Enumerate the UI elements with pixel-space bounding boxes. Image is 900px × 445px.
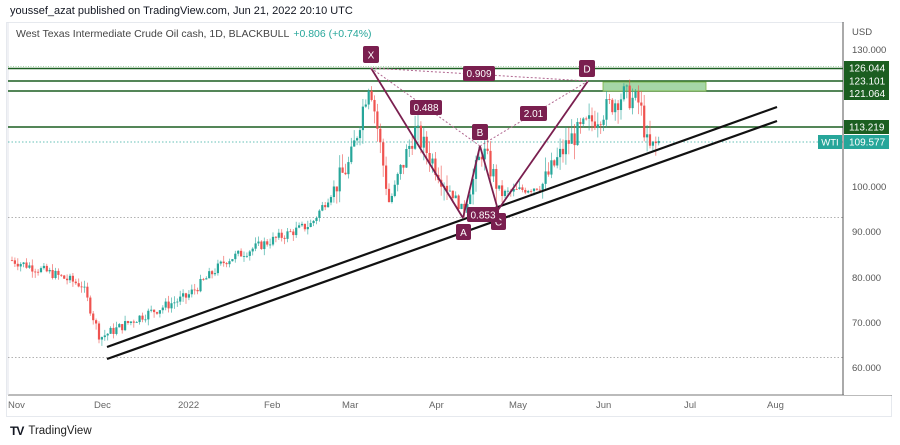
brand-name: TradingView — [28, 425, 92, 437]
svg-text:D: D — [583, 65, 590, 76]
harmonic-pattern[interactable]: X A B C D 0.909 0.488 2.01 — [363, 46, 595, 240]
price-change: +0.806 (+0.74%) — [293, 28, 372, 40]
supply-zone[interactable] — [602, 81, 707, 92]
horizontal-levels[interactable] — [8, 66, 843, 128]
publisher-line: youssef_azat published on TradingView.co… — [10, 5, 353, 17]
symbol-description: West Texas Intermediate Crude Oil cash, … — [16, 28, 290, 40]
svg-text:126.044: 126.044 — [849, 64, 886, 75]
svg-text:109.577: 109.577 — [849, 138, 886, 149]
point-b-label: B — [472, 124, 488, 140]
time-tick: Jun — [596, 400, 611, 411]
time-tick: 2022 — [178, 400, 199, 411]
level-badge-126044: 126.044 — [844, 61, 889, 75]
svg-text:2.01: 2.01 — [524, 109, 544, 120]
time-tick: May — [509, 400, 527, 411]
price-tick: 130.000 — [852, 45, 886, 56]
price-tick: 60.000 — [852, 363, 881, 374]
price-tick: 90.000 — [852, 227, 881, 238]
time-tick: Jul — [684, 400, 696, 411]
time-tick: Mar — [342, 400, 358, 411]
svg-text:0.488: 0.488 — [413, 103, 438, 114]
footer-brand[interactable]: TV TradingView — [10, 424, 92, 438]
point-d-label: D — [579, 60, 595, 77]
symbol-tag: WTI — [818, 135, 842, 149]
level-badge-113219: 113.219 — [844, 120, 889, 134]
channel-upper-line[interactable] — [106, 105, 778, 349]
svg-text:113.219: 113.219 — [849, 123, 885, 134]
leg-ab — [462, 145, 481, 219]
svg-text:121.064: 121.064 — [849, 89, 886, 100]
svg-text:123.101: 123.101 — [849, 77, 886, 88]
svg-text:B: B — [477, 128, 484, 139]
price-tick: 100.000 — [852, 182, 886, 193]
trend-channel[interactable] — [106, 105, 778, 361]
time-tick: Nov — [8, 400, 25, 411]
leg-cd — [497, 80, 589, 211]
level-badge-121064: 121.064 — [844, 87, 889, 100]
point-a-label: A — [456, 224, 471, 240]
time-tick: Dec — [94, 400, 111, 411]
ratio-bd-label: 2.01 — [520, 106, 547, 121]
price-tick: 80.000 — [852, 273, 881, 284]
price-tick: 70.000 — [852, 318, 881, 329]
ratio-xd-label: 0.909 — [463, 66, 495, 81]
ratio-line-bd — [479, 80, 589, 147]
svg-text:C: C — [495, 218, 502, 229]
leg-bc — [479, 145, 499, 211]
point-x-label: X — [363, 46, 379, 63]
currency-label: USD — [852, 27, 872, 38]
level-badge-123101: 123.101 — [844, 74, 889, 88]
time-tick: Apr — [429, 400, 444, 411]
current-price-badge: 109.577 — [844, 135, 889, 149]
channel-lower-line[interactable] — [106, 119, 778, 361]
svg-text:A: A — [460, 228, 467, 239]
leg-xa — [370, 67, 464, 219]
ratio-xb-label: 0.488 — [410, 100, 442, 115]
svg-text:WTI: WTI — [821, 138, 838, 149]
time-axis[interactable]: Nov Dec 2022 Feb Mar Apr May Jun Jul Aug — [8, 400, 784, 411]
price-axis[interactable]: USD 130.000 100.000 90.000 80.000 70.000… — [844, 22, 892, 395]
symbol-legend: West Texas Intermediate Crude Oil cash, … — [16, 28, 372, 40]
svg-text:0.909: 0.909 — [466, 69, 491, 80]
svg-text:0.853: 0.853 — [470, 211, 495, 222]
candlestick-series — [10, 79, 660, 346]
time-tick: Feb — [264, 400, 280, 411]
tradingview-logo-icon: TV — [10, 424, 24, 438]
time-tick: Aug — [767, 400, 784, 411]
svg-text:X: X — [368, 51, 375, 62]
ratio-ac-label: 0.853 — [467, 207, 499, 222]
